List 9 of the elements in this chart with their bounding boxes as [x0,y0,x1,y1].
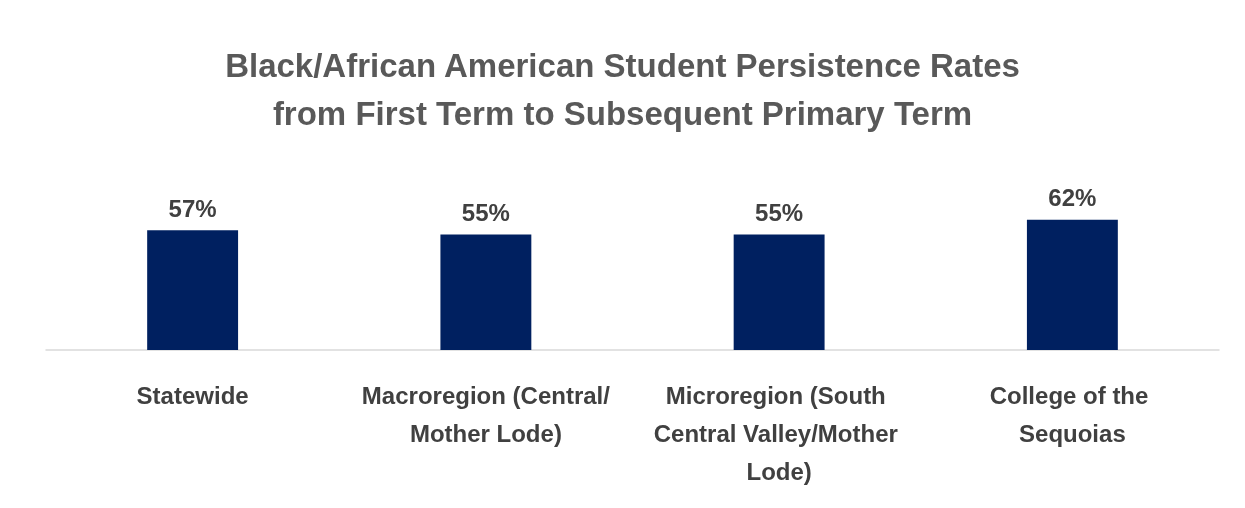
data-label: 55% [755,199,804,226]
data-label: 62% [1048,184,1097,212]
data-label: 57% [168,194,217,222]
x-tick-label: College of the Sequoias [989,381,1156,447]
x-tick-label: Microregion (South Central Valley/Mother Lode) [653,381,905,485]
data-label: 55% [461,199,510,226]
x-tick-label: Macroregion (Central/Mother Lode) [361,381,611,447]
chart-title: Black/African American Student Persistence Rates from First Term to Subsequent Primary Term [225,46,1020,132]
x-tick-label: Statewide [136,381,249,409]
